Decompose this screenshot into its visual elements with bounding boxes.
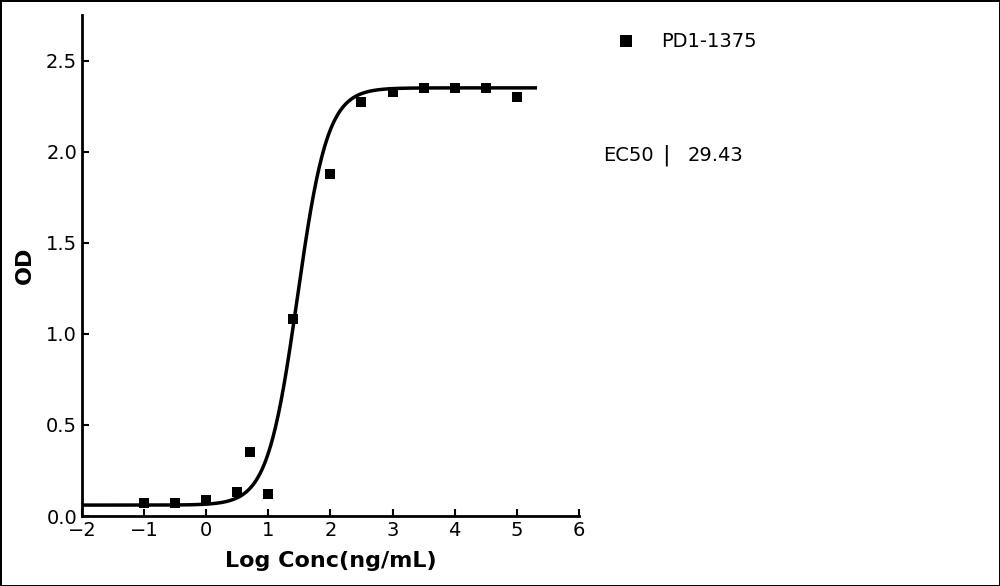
Text: 29.43: 29.43 [688,146,744,165]
Point [385,87,401,96]
Y-axis label: OD: OD [15,247,35,284]
Point [167,499,183,508]
Point [136,499,152,508]
Point [478,83,494,93]
Text: EC50: EC50 [604,146,654,165]
Point [260,489,276,499]
Point [416,83,432,93]
Point [447,83,463,93]
Point [353,98,369,107]
Legend: PD1-1375: PD1-1375 [598,25,764,59]
Point [322,169,338,178]
X-axis label: Log Conc(ng/mL): Log Conc(ng/mL) [225,551,436,571]
Text: |: | [662,145,669,166]
Point [509,93,525,102]
Point [242,448,258,457]
Point [285,315,301,324]
Point [198,495,214,505]
Point [229,488,245,497]
